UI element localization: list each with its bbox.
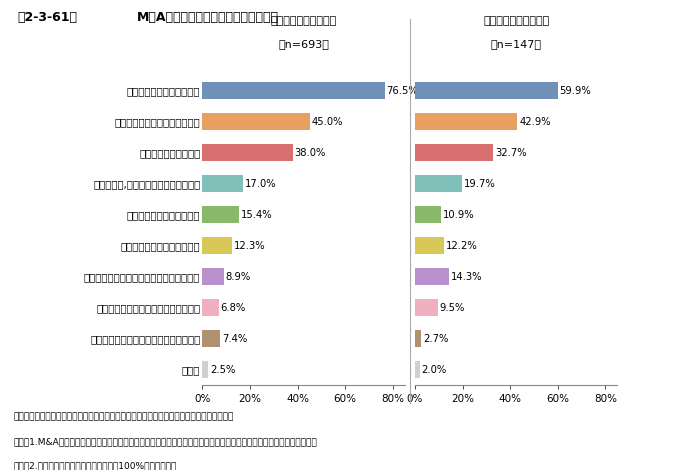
Bar xyxy=(202,330,220,347)
Text: 8.9%: 8.9% xyxy=(226,272,250,282)
Text: M＆A実施意向別、相手先企業の探し方: M＆A実施意向別、相手先企業の探し方 xyxy=(137,11,279,24)
Text: 6.8%: 6.8% xyxy=(220,303,246,313)
Text: 売り手として意向あり: 売り手として意向あり xyxy=(483,16,549,26)
Bar xyxy=(202,299,219,316)
Bar xyxy=(202,175,243,192)
Text: 14.3%: 14.3% xyxy=(451,272,482,282)
Bar xyxy=(415,330,421,347)
Bar xyxy=(202,113,309,130)
Bar xyxy=(415,206,441,223)
Text: 10.9%: 10.9% xyxy=(443,210,475,220)
Text: 42.9%: 42.9% xyxy=(519,117,551,127)
Text: 同業他社等に紹介を依頼する: 同業他社等に紹介を依頼する xyxy=(121,241,200,251)
Text: 商工会議所・商工会に紹介を依頼する: 商工会議所・商工会に紹介を依頼する xyxy=(96,303,200,313)
Text: 2.0%: 2.0% xyxy=(422,365,447,375)
Text: （n=147）: （n=147） xyxy=(490,39,542,49)
Text: オンラインマッチングサイトで探索する: オンラインマッチングサイトで探索する xyxy=(90,334,200,344)
Text: 2.5%: 2.5% xyxy=(210,365,235,375)
Text: 買い手として意向あり: 買い手として意向あり xyxy=(270,16,337,26)
Text: 2.7%: 2.7% xyxy=(423,334,449,344)
Bar xyxy=(202,268,224,285)
Text: 45.0%: 45.0% xyxy=(311,117,343,127)
Text: 32.7%: 32.7% xyxy=(495,148,526,158)
Text: 76.5%: 76.5% xyxy=(386,86,418,96)
Text: 専門仲介機関に探索を依頼する: 専門仲介機関に探索を依頼する xyxy=(115,117,200,127)
Bar xyxy=(415,268,449,285)
Text: 資料：（株）東京商工リサーチ「中小企業の財務・経営及び事業承継に関するアンケート」: 資料：（株）東京商工リサーチ「中小企業の財務・経営及び事業承継に関するアンケート… xyxy=(14,413,234,422)
Bar xyxy=(415,82,558,99)
Text: 事業引継ぎ支援センターに紹介を依頼する: 事業引継ぎ支援センターに紹介を依頼する xyxy=(84,272,200,282)
Bar xyxy=(415,144,493,161)
Text: 金融機関に探索を依頼する: 金融機関に探索を依頼する xyxy=(127,86,200,96)
Text: 第2-3-61図: 第2-3-61図 xyxy=(17,11,77,24)
Bar xyxy=(202,206,239,223)
Text: 12.3%: 12.3% xyxy=(233,241,265,251)
Text: その他: その他 xyxy=(182,365,200,375)
Text: 59.9%: 59.9% xyxy=(560,86,591,96)
Bar xyxy=(415,237,444,254)
Bar xyxy=(415,299,438,316)
Text: 2.複数回答のため、合計は必ずしも100%にならない。: 2.複数回答のため、合計は必ずしも100%にならない。 xyxy=(14,462,177,470)
Text: 7.4%: 7.4% xyxy=(222,334,247,344)
Text: （n=693）: （n=693） xyxy=(278,39,329,49)
Bar xyxy=(202,237,232,254)
Bar xyxy=(202,144,293,161)
Bar xyxy=(415,175,462,192)
Text: 12.2%: 12.2% xyxy=(446,241,477,251)
Text: 9.5%: 9.5% xyxy=(440,303,465,313)
Bar xyxy=(415,113,517,130)
Bar xyxy=(415,361,420,378)
Text: （注）1.M&A実施意向について、「買い手として意向あり」、「売り手として意向あり」と回答した者を集計している。: （注）1.M&A実施意向について、「買い手として意向あり」、「売り手として意向あ… xyxy=(14,437,318,446)
Text: 自社で独自に探索する: 自社で独自に探索する xyxy=(139,148,200,158)
Text: 15.4%: 15.4% xyxy=(241,210,272,220)
Text: 17.0%: 17.0% xyxy=(245,179,276,189)
Bar xyxy=(202,361,209,378)
Bar xyxy=(202,82,384,99)
Text: 19.7%: 19.7% xyxy=(464,179,495,189)
Text: 取引先等に紹介を依頼する: 取引先等に紹介を依頼する xyxy=(127,210,200,220)
Text: 公認会計士,税理士等に紹介を依頼する: 公認会計士,税理士等に紹介を依頼する xyxy=(93,179,200,189)
Text: 38.0%: 38.0% xyxy=(295,148,326,158)
